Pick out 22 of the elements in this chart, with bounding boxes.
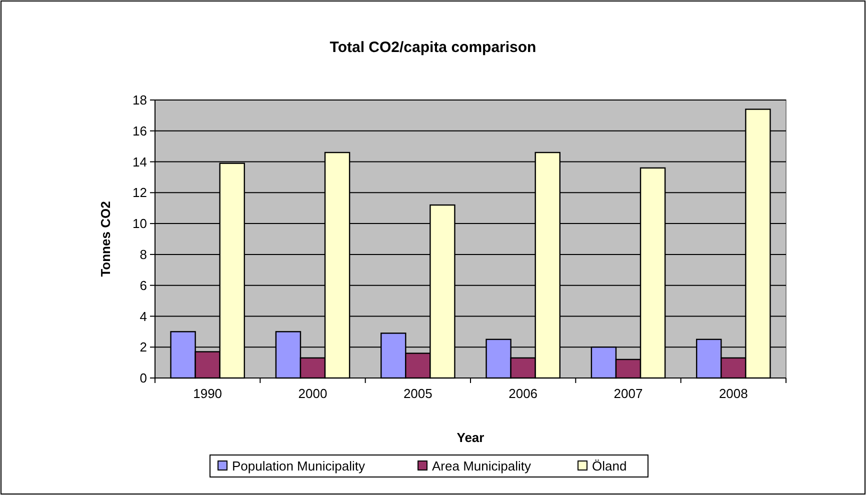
y-tick-label: 16 [132, 123, 147, 138]
y-tick-label: 2 [140, 340, 147, 355]
x-tick-label: 2005 [403, 386, 432, 401]
y-tick-label: 8 [140, 246, 147, 262]
y-tick-label: 6 [140, 278, 147, 293]
y-tick-label: 18 [132, 92, 147, 108]
chart-title: Total CO2/capita comparison [330, 39, 536, 56]
legend-label: Area Municipality [432, 458, 532, 474]
x-axis-title: Year [456, 430, 484, 445]
x-tick-label: 2008 [718, 386, 748, 401]
y-tick-label: 4 [140, 308, 147, 324]
legend-label: Öland [592, 458, 627, 474]
y-tick-label: 0 [140, 370, 147, 386]
y-tick-label: 14 [132, 154, 147, 170]
x-tick-label: 1990 [193, 386, 222, 401]
y-tick-label: 10 [132, 216, 147, 232]
y-axis-title: Tonnes CO2 [98, 201, 113, 277]
y-tick-label: 12 [132, 185, 147, 200]
legend-label: Population Municipality [232, 458, 366, 474]
x-tick-label: 2007 [614, 386, 643, 401]
x-tick-label: 2000 [298, 386, 328, 401]
x-tick-label: 2006 [508, 386, 538, 401]
